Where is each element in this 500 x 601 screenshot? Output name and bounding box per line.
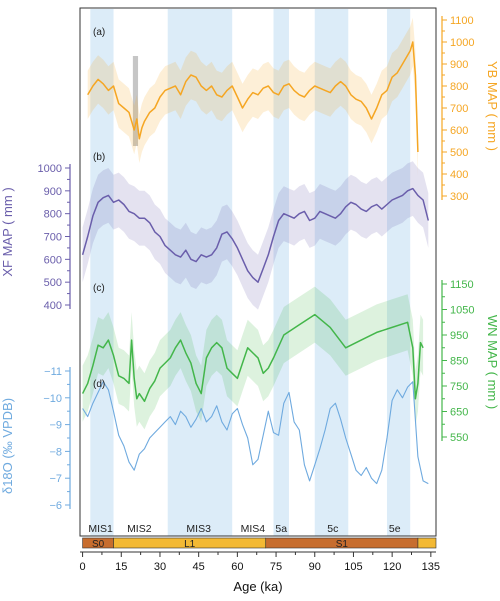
y-tick-label-d: −8 xyxy=(49,446,62,458)
y-tick-label-c: 950 xyxy=(450,330,468,342)
y-tick-label-d: −11 xyxy=(44,366,62,378)
x-tick-label: 90 xyxy=(309,561,321,573)
band-a xyxy=(87,17,418,177)
y-axis-a: 300 400 500 600 700 800 900 1000 1100 YB MAP ( mm… xyxy=(441,15,500,203)
y-tick-label-a: 600 xyxy=(450,125,468,137)
grey-event-bar xyxy=(132,56,139,146)
y-tick-label-b: 500 xyxy=(44,277,62,289)
panel-labels: (a) (b) (c) (d) xyxy=(93,27,105,390)
soil-unit xyxy=(417,537,437,549)
band-b xyxy=(82,161,429,310)
x-tick-label: 30 xyxy=(154,561,166,573)
x-axis: 0 15 30 45 60 75 90 105 120 135 xyxy=(80,551,440,573)
stage-label: MIS3 xyxy=(186,523,211,535)
y-axis-title-b: XF MAP ( mm ) xyxy=(0,187,15,276)
plot-frame xyxy=(79,7,437,537)
panel-label-d: (d) xyxy=(93,379,105,390)
soil-strip: S0 L1 S1 xyxy=(82,537,437,550)
y-tick-label-a: 500 xyxy=(450,147,468,159)
x-tick-label: 45 xyxy=(193,561,205,573)
series-line-b xyxy=(81,187,430,283)
band-c xyxy=(82,286,424,430)
y-axis-title-a: YB MAP ( mm ) xyxy=(485,61,500,151)
x-tick-label: 60 xyxy=(231,561,243,573)
y-tick-label-b: 900 xyxy=(44,186,62,198)
stage-label: 5c xyxy=(327,523,338,535)
series-line-c xyxy=(81,313,424,403)
series-line-d xyxy=(82,381,429,485)
mis-shade-4 xyxy=(386,9,411,536)
y-tick-label-b: 600 xyxy=(44,254,62,266)
x-tick-label: 135 xyxy=(422,561,440,573)
soil-unit-label: L1 xyxy=(184,539,196,550)
y-tick-label-d: −10 xyxy=(43,393,62,405)
x-tick-label: 0 xyxy=(80,561,86,573)
y-tick-label-a: 300 xyxy=(450,191,468,203)
y-tick-label-c: 550 xyxy=(450,432,468,444)
mis-shade-0 xyxy=(90,9,114,536)
y-tick-label-a: 800 xyxy=(450,81,468,93)
y-tick-label-a: 1100 xyxy=(450,15,474,27)
y-axis-c: 550 650 750 850 950 1050 1150 WN MAP ( mm ) xyxy=(441,279,500,444)
y-tick-label-a: 1000 xyxy=(450,37,474,49)
uncertainty-bands xyxy=(82,17,429,430)
y-tick-label-d: −7 xyxy=(49,473,62,485)
x-tick-label: 75 xyxy=(270,561,282,573)
y-tick-label-b: 700 xyxy=(44,232,62,244)
x-axis-title: Age (ka) xyxy=(233,579,282,594)
series-line-a xyxy=(87,41,419,153)
mis-shaded-intervals xyxy=(90,9,411,536)
x-tick-label: 120 xyxy=(383,561,401,573)
panel-label-c: (c) xyxy=(93,283,105,294)
y-tick-label-c: 850 xyxy=(450,356,468,368)
stage-label: 5e xyxy=(389,523,401,535)
stage-labels: MIS1 MIS2 MIS3 MIS4 5a 5c 5e xyxy=(88,523,400,535)
series-lines xyxy=(81,41,430,485)
grey-event-rect xyxy=(132,56,139,146)
y-tick-label-b: 1000 xyxy=(38,163,62,175)
soil-unit-label: S0 xyxy=(92,539,105,550)
y-tick-label-a: 700 xyxy=(450,103,468,115)
stage-label: MIS2 xyxy=(127,523,152,535)
y-axis-title-d: δ18O (‰ VPDB) xyxy=(0,398,15,494)
y-tick-label-b: 400 xyxy=(44,300,62,312)
y-tick-label-a: 900 xyxy=(450,59,468,71)
panel-label-b: (b) xyxy=(93,152,105,163)
y-tick-label-c: 1150 xyxy=(450,279,474,291)
y-tick-label-d: −9 xyxy=(49,420,62,432)
x-tick-label: 105 xyxy=(344,561,362,573)
mis-shade-2 xyxy=(273,9,289,536)
stage-label: 5a xyxy=(275,523,287,535)
stage-label: MIS1 xyxy=(88,523,113,535)
y-axis-d: −6 −7 −8 −9 −10 −11 δ18O (‰ VPDB) xyxy=(0,366,71,512)
y-tick-label-c: 750 xyxy=(450,381,468,393)
y-tick-label-c: 650 xyxy=(450,407,468,419)
y-tick-label-c: 1050 xyxy=(450,305,474,317)
axes: 300 400 500 600 700 800 900 1000 1100 YB MAP ( mm… xyxy=(0,15,500,512)
panel-label-a: (a) xyxy=(93,27,105,38)
soil-unit-label: S1 xyxy=(336,539,349,550)
y-tick-label-d: −6 xyxy=(49,500,62,512)
y-tick-label-b: 800 xyxy=(44,209,62,221)
x-tick-label: 15 xyxy=(115,561,127,573)
stage-label: MIS4 xyxy=(241,523,266,535)
y-axis-title-c: WN MAP ( mm ) xyxy=(485,315,500,409)
y-axis-b: 400 500 600 700 800 900 1000 XF MAP ( mm ) xyxy=(0,163,71,312)
y-tick-label-a: 400 xyxy=(450,169,468,181)
